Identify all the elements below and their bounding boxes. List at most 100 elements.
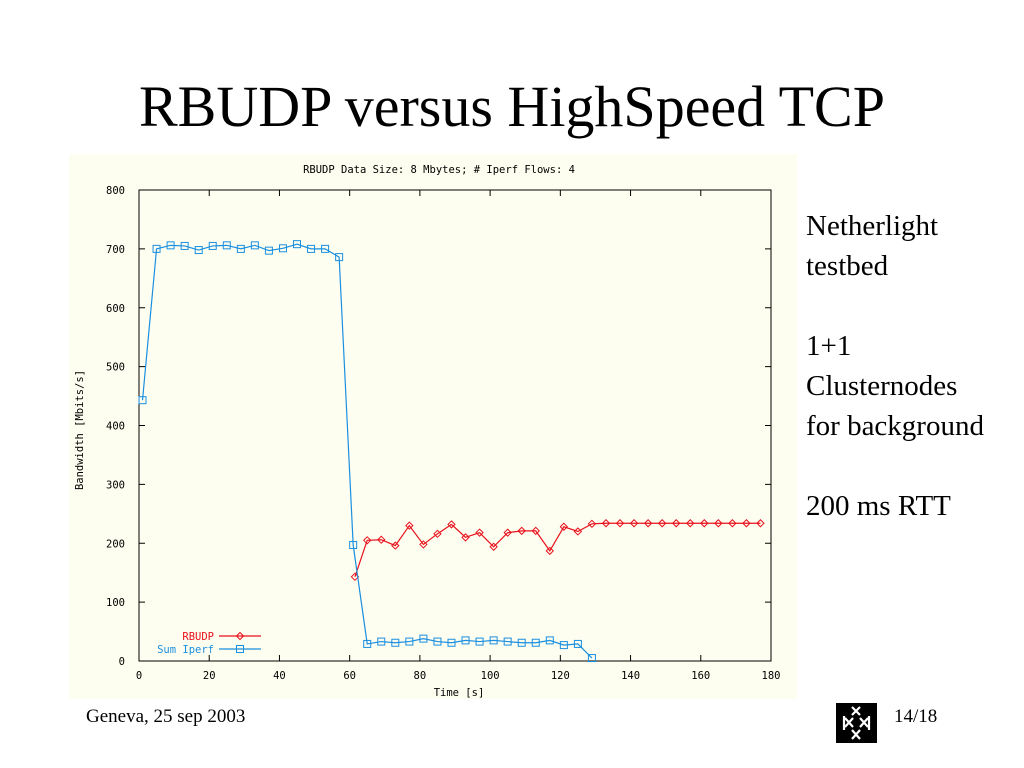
sum-iperf-point — [587, 654, 596, 663]
x-tick-label: 140 — [621, 670, 640, 682]
y-tick-label: 100 — [106, 597, 125, 609]
y-tick-label: 400 — [106, 421, 125, 433]
rbudp-point — [587, 519, 597, 529]
x-tick-label: 40 — [273, 670, 286, 682]
sum-iperf-point — [433, 637, 442, 646]
sum-iperf-point — [208, 241, 217, 250]
slide-title: RBUDP versus HighSpeed TCP — [138, 74, 885, 139]
rbudp-point — [728, 519, 737, 528]
y-tick-label: 200 — [106, 538, 125, 550]
rbudp-point — [559, 522, 569, 531]
y-tick-label: 700 — [106, 244, 125, 256]
sum-iperf-point — [503, 637, 512, 646]
rbudp-point — [573, 527, 583, 536]
sum-iperf-point — [475, 637, 484, 646]
sum-iperf-point — [405, 637, 414, 646]
rbudp-point — [419, 540, 428, 549]
rbudp-point — [545, 546, 555, 556]
sum-iperf-point — [573, 639, 582, 648]
x-tick-label: 180 — [762, 670, 781, 682]
footer-location-date: Geneva, 25 sep 2003 — [86, 706, 246, 727]
sum-iperf-point — [180, 241, 189, 250]
rbudp-line — [354, 522, 761, 578]
x-tick-label: 60 — [343, 670, 356, 682]
side-notes: Netherlight testbed 1+1 Clusternodes for bac… — [806, 206, 1021, 526]
legend-marker-sum-iperf — [236, 645, 244, 653]
rbudp-point — [405, 521, 414, 530]
sum-iperf-point — [363, 639, 372, 648]
sum-iperf-point — [461, 636, 470, 645]
legend-marker-rbudp — [235, 631, 245, 641]
y-tick-label: 0 — [119, 656, 125, 668]
series-rbudp — [350, 519, 765, 582]
y-tick-label: 500 — [106, 362, 125, 374]
note-line: testbed — [806, 250, 889, 282]
sum-iperf-point — [419, 634, 428, 643]
sum-iperf-point — [250, 241, 259, 250]
note-line: Netherlight — [806, 210, 939, 242]
note-line: for background — [806, 410, 984, 442]
rbudp-point — [433, 529, 442, 539]
legend-label-rbudp: RBUDP — [182, 631, 214, 643]
x-tick-label: 80 — [414, 670, 427, 682]
sum-iperf-point — [138, 396, 147, 405]
note-line: 1+1 — [806, 330, 852, 362]
sum-iperf-point — [236, 244, 245, 253]
sum-iperf-point — [545, 636, 554, 645]
sum-iperf-point — [531, 638, 540, 647]
sum-iperf-line — [141, 243, 593, 659]
rbudp-point — [489, 542, 498, 551]
sum-iperf-point — [278, 244, 287, 253]
y-tick-label: 600 — [106, 303, 125, 315]
sum-iperf-point — [447, 638, 456, 647]
sum-iperf-point — [377, 637, 386, 646]
rbudp-point — [756, 519, 765, 528]
rbudp-point — [643, 519, 653, 528]
x-tick-label: 120 — [551, 670, 570, 682]
rbudp-point — [363, 536, 372, 545]
sum-iperf-point — [264, 246, 273, 255]
sum-iperf-point — [307, 244, 316, 253]
x-tick-label: 160 — [691, 670, 710, 682]
sum-iperf-point — [321, 244, 330, 253]
rbudp-point — [601, 519, 611, 528]
rbudp-point — [475, 528, 484, 537]
rbudp-point — [700, 519, 709, 528]
legend-label-sum-iperf: Sum Iperf — [157, 644, 214, 656]
rbudp-point — [517, 526, 526, 536]
rbudp-point — [391, 541, 400, 550]
x-axis-label: Time [s] — [434, 687, 485, 699]
chart-canvas: RBUDP Data Size: 8 Mbytes; # Iperf Flows… — [74, 164, 780, 699]
sum-iperf-point — [335, 253, 344, 262]
rbudp-point — [657, 519, 667, 528]
y-tick-label: 300 — [106, 479, 125, 491]
rbudp-point — [686, 519, 695, 528]
y-tick-label: 800 — [106, 185, 125, 197]
rbudp-point — [503, 528, 512, 537]
axes: 0 20 40 60 80 100 120 140 160 180 0 100 200 300 400 500… — [106, 185, 780, 682]
rbudp-point — [671, 519, 681, 528]
note-line: 200 ms RTT — [806, 490, 951, 522]
rbudp-point — [714, 519, 723, 528]
sum-iperf-point — [194, 246, 203, 255]
plot-frame — [138, 189, 772, 662]
series-sum-iperf — [138, 240, 596, 663]
notes-spacer — [806, 286, 1021, 326]
rbudp-point — [377, 535, 386, 544]
sum-iperf-point — [293, 240, 301, 249]
y-axis-label: Bandwidth [Mbits/s] — [74, 370, 86, 490]
x-tick-label: 100 — [481, 670, 500, 682]
sum-iperf-point — [489, 636, 498, 645]
sum-iperf-point — [559, 641, 568, 650]
x-tick-label: 0 — [136, 670, 142, 682]
sum-iperf-point — [349, 541, 358, 550]
series-layer — [138, 240, 765, 663]
sum-iperf-point — [222, 241, 231, 250]
page-number: 14/18 — [894, 706, 938, 727]
rbudp-point — [447, 520, 456, 529]
sum-iperf-point — [517, 638, 526, 647]
rbudp-point — [615, 519, 625, 528]
chart-title: RBUDP Data Size: 8 Mbytes; # Iperf Flows… — [303, 164, 575, 176]
note-line: Clusternodes — [806, 370, 958, 402]
